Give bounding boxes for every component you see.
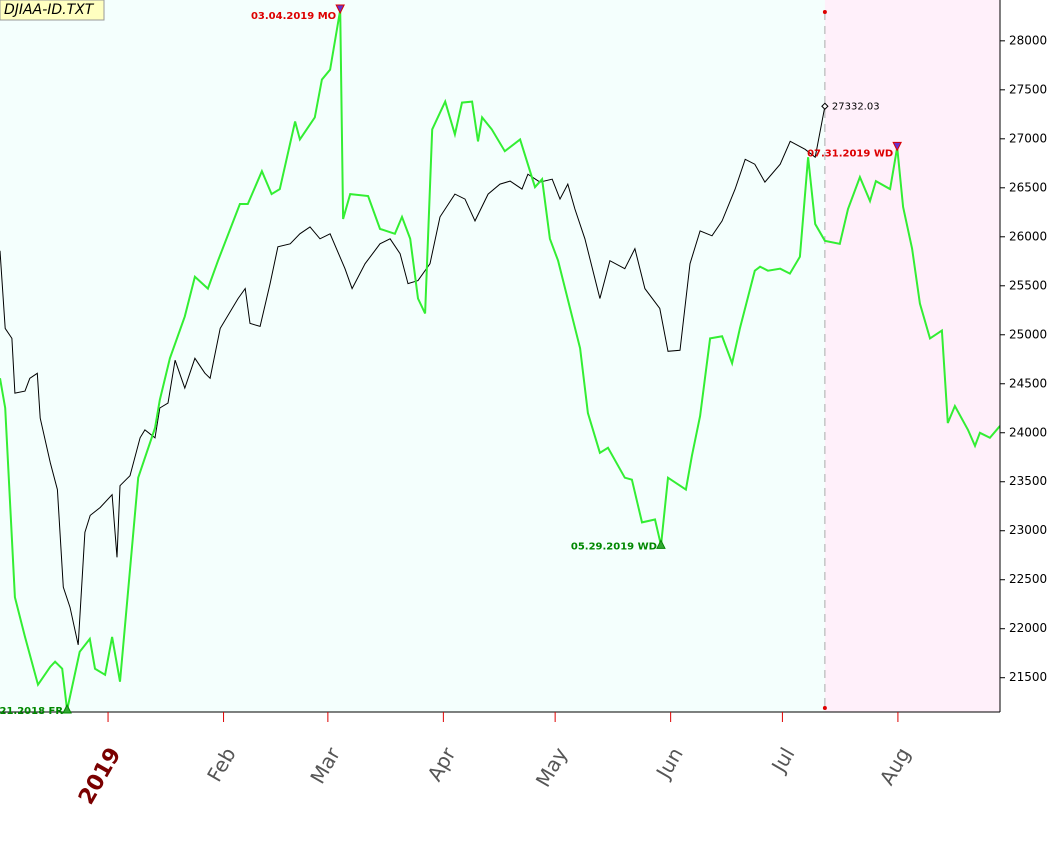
forecast-dot xyxy=(822,706,827,710)
y-tick-label: 23500 xyxy=(1009,474,1047,488)
annotation-marker xyxy=(62,703,72,714)
forecast-dot xyxy=(822,10,827,14)
y-tick-label: 25500 xyxy=(1009,278,1047,292)
annotation-label: 12.21.2018 FR xyxy=(0,706,63,717)
y-tick-label: 21500 xyxy=(1009,670,1047,684)
annotation-label: 05.29.2019 WD xyxy=(571,541,657,552)
y-tick-label: 24000 xyxy=(1009,425,1047,439)
plot-area: 27332.03 xyxy=(0,0,1000,712)
title-box xyxy=(0,0,105,21)
y-tick-label: 22500 xyxy=(1009,572,1047,586)
annotation-label: 07.31.2019 WD xyxy=(807,148,893,159)
annotation-label: 03.04.2019 MO xyxy=(251,11,336,22)
series-line xyxy=(0,106,826,646)
annotation-marker xyxy=(656,539,666,549)
annotation-marker xyxy=(335,4,345,15)
y-tick-label: 26500 xyxy=(1009,180,1047,194)
y-tick-label: 25000 xyxy=(1009,327,1047,341)
annotation-marker xyxy=(892,141,902,152)
y-tick-label: 24500 xyxy=(1009,376,1047,390)
value-label: 27332.03 xyxy=(832,101,880,112)
y-tick-label: 27000 xyxy=(1009,131,1047,145)
forecast-region xyxy=(824,0,1000,712)
chart-title: DJIAA-ID.TXT xyxy=(4,2,95,18)
series-line xyxy=(0,9,1000,711)
y-tick-label: 28000 xyxy=(1009,33,1047,47)
y-tick-label: 23000 xyxy=(1009,523,1047,537)
y-tick-label: 26000 xyxy=(1009,229,1047,243)
y-tick-label: 27500 xyxy=(1009,82,1047,96)
y-tick-label: 22000 xyxy=(1009,621,1047,635)
value-marker xyxy=(821,102,829,110)
